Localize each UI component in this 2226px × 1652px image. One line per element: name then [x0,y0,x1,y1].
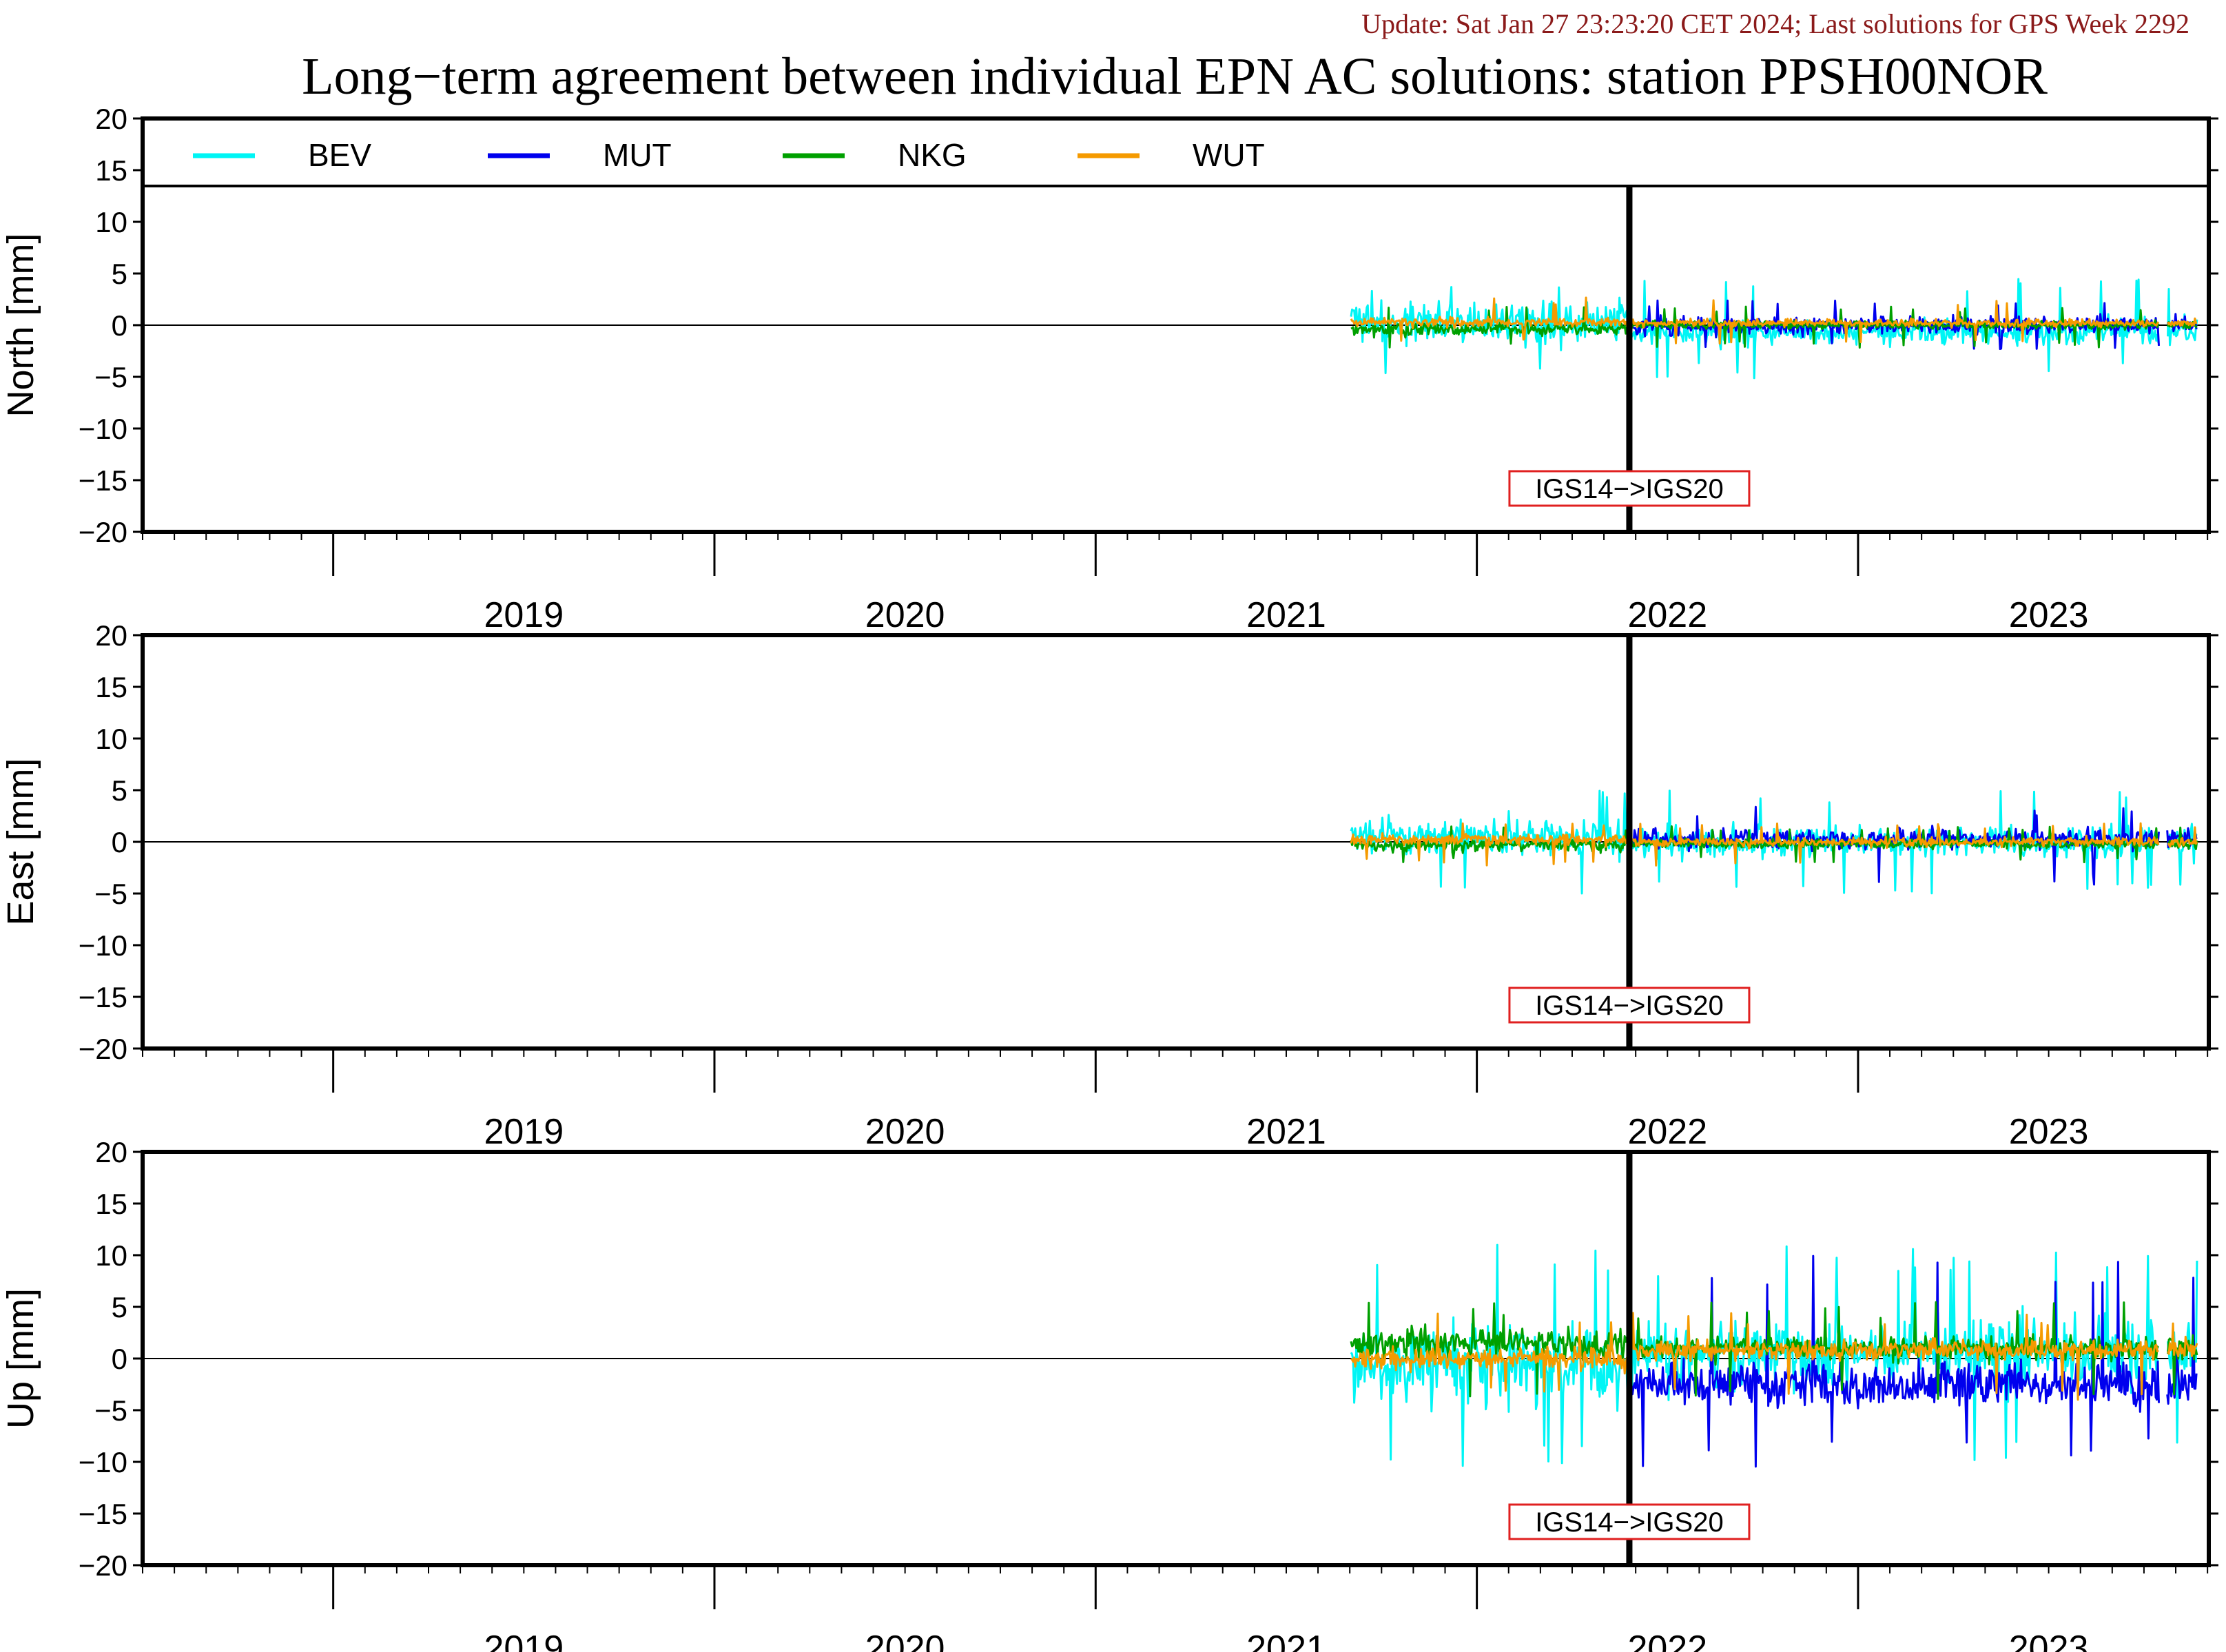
y-tick-label: 20 [95,619,127,652]
x-axis: 2019 2020 2021 2022 2023 [142,1565,2209,1652]
y-tick-label: 5 [112,1291,127,1323]
annotation-box [1508,1503,1751,1540]
y-tick-label: 10 [95,1239,127,1272]
annotation-label: IGS14−>IGS20 [1535,1507,1724,1538]
x-axis: 2019 2020 2021 2022 2023 [142,1049,2209,1152]
y-tick-label: −10 [79,413,127,445]
legend-label-nkg: NKG [898,137,967,173]
y-tick-label: −15 [79,981,127,1013]
series-line-wut [2167,1322,2198,1358]
y-tick-label: 5 [112,258,127,290]
series-line-mut [2166,1277,2198,1405]
series-line-mut [1628,1255,2160,1468]
x-tick-label: 2019 [484,1112,564,1152]
y-tick-label: 15 [95,154,127,187]
y-tick-label: −20 [79,1549,127,1582]
x-tick-label: 2020 [865,1112,945,1152]
series-line-wut [1350,296,2160,345]
y-tick-label: 10 [95,723,127,755]
y-axis: 20 15 10 5 0 −5 −10 −15 −20 East [mm] [0,619,2218,1065]
y-tick-label: 15 [95,1188,127,1220]
x-tick-label: 2023 [2009,1629,2089,1652]
series-group [1350,278,2198,380]
series-group [1350,789,2198,895]
annotation-box [1508,987,1751,1024]
update-timestamp: Update: Sat Jan 27 23:23:20 CET 2024; La… [1361,8,2189,39]
y-tick-label: −10 [79,929,127,962]
legend-label-wut: WUT [1193,137,1265,173]
y-tick-label: −5 [94,878,127,910]
y-axis-label: East [mm] [0,758,41,925]
series-line-bev [2167,288,2198,347]
y-tick-label: 0 [112,1343,127,1375]
frame-change-annotation: IGS14−>IGS20 [1508,987,1751,1024]
annotation-box [1508,470,1751,507]
y-tick-label: −5 [94,361,127,393]
x-tick-label: 2020 [865,1629,945,1652]
y-axis: 20 15 10 5 0 −5 −10 −15 −20 North [mm] [0,103,2218,548]
panels-group: IGS14−>IGS20 BEV MUT NKG WUT 20 15 10 5 0 −5 −10 −15… [0,103,2218,1652]
legend-background [143,118,2209,186]
x-tick-label: 2021 [1246,595,1326,635]
annotation-label: IGS14−>IGS20 [1535,474,1724,504]
y-axis: 20 15 10 5 0 −5 −10 −15 −20 Up [mm] [0,1136,2218,1582]
y-tick-label: −15 [79,1498,127,1530]
y-tick-label: −15 [79,464,127,497]
x-tick-label: 2019 [484,595,564,635]
y-tick-label: 0 [112,309,127,342]
series-group [1350,1243,2198,1468]
panel-frame [141,1150,2211,1567]
y-tick-label: −20 [79,1033,127,1065]
legend: BEV MUT NKG WUT [143,118,2209,187]
series-line-wut [1350,1312,2159,1401]
y-tick-label: 0 [112,826,127,858]
x-tick-label: 2023 [2009,1112,2089,1152]
x-tick-label: 2019 [484,1629,564,1652]
x-tick-label: 2020 [865,595,945,635]
chart-title: Long−term agreement between individual E… [302,48,2048,105]
x-tick-label: 2021 [1246,1112,1326,1152]
panel-east: IGS14−>IGS20 20 15 10 5 0 −5 −10 −15 −20 East [mm]… [0,619,2218,1152]
y-tick-label: 20 [95,1136,127,1168]
frame-change-annotation: IGS14−>IGS20 [1508,470,1751,507]
x-tick-label: 2022 [1627,1112,1707,1152]
series-line-wut [1350,822,2160,867]
y-tick-label: −10 [79,1446,127,1478]
x-tick-label: 2021 [1246,1629,1326,1652]
y-tick-label: 5 [112,774,127,807]
x-tick-label: 2022 [1627,1629,1707,1652]
legend-label-mut: MUT [603,137,672,173]
annotation-label: IGS14−>IGS20 [1535,991,1724,1021]
y-tick-label: 20 [95,103,127,135]
y-tick-label: 10 [95,206,127,238]
y-tick-label: 15 [95,671,127,703]
panel-frame [141,633,2211,1051]
y-tick-label: −20 [79,516,127,548]
series-line-wut [2167,826,2198,848]
panel-frame [141,116,2211,534]
y-axis-label: North [mm] [0,233,41,417]
y-tick-label: −5 [94,1394,127,1427]
legend-label-bev: BEV [308,137,371,173]
x-tick-label: 2023 [2009,595,2089,635]
x-tick-label: 2022 [1627,595,1707,635]
x-axis: 2019 2020 2021 2022 2023 [142,532,2209,635]
series-line-wut [2167,317,2197,327]
frame-change-annotation: IGS14−>IGS20 [1508,1503,1751,1540]
panel-north: IGS14−>IGS20 BEV MUT NKG WUT 20 15 10 5 0 −5 −10 −15… [0,103,2218,635]
y-axis-label: Up [mm] [0,1288,41,1429]
